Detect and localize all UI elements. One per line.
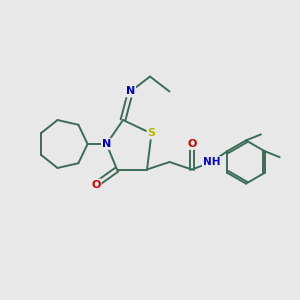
Text: NH: NH: [203, 157, 220, 167]
Text: S: S: [148, 128, 155, 139]
Text: O: O: [91, 179, 101, 190]
Text: N: N: [102, 139, 111, 149]
Text: O: O: [187, 139, 197, 149]
Text: N: N: [126, 86, 135, 97]
